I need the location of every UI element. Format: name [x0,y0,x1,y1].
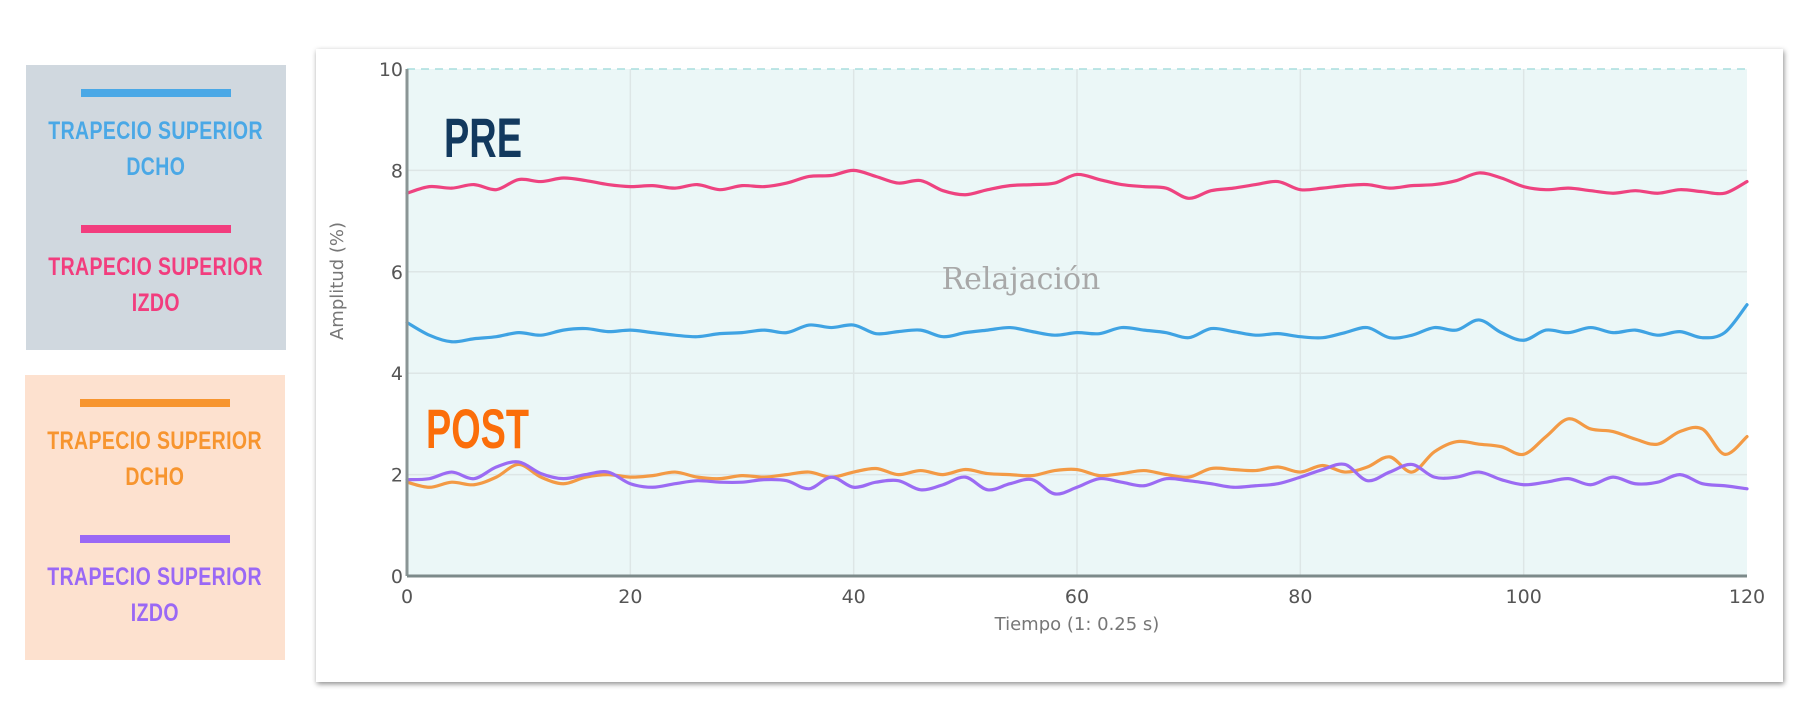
y-tick-label: 2 [391,465,403,487]
y-axis-title: Amplitud (%) [327,222,348,340]
phase-label-pre: PRE [444,106,522,169]
legend-entry-post-izdo: Trapecio superior Izdo [25,535,285,631]
chart-card: 0 2 4 6 8 10 0 20 40 60 80 100 120 Amplitud (%) Tie… [316,49,1783,682]
legend-swatch-post-dcho [80,399,230,407]
y-tick-label: 10 [379,59,403,81]
legend-label-post-izdo-line2: Izdo [130,599,180,627]
series-line-0 [405,303,1749,344]
legend-label-pre-dcho-line1: Trapecio superior [48,117,264,145]
y-tick-label: 0 [391,566,403,588]
legend-entry-post-dcho: Trapecio superior Dcho [25,399,285,495]
x-tick-label: 40 [842,586,866,608]
legend-swatch-pre-dcho [81,89,231,97]
legend-swatch-post-izdo [80,535,230,543]
y-tick-label: 6 [391,262,403,284]
series-line-2 [405,417,1749,489]
x-tick-labels: 0 20 40 60 80 100 120 [401,586,1765,608]
series-line-1 [405,168,1749,200]
grid-lines [407,68,1747,576]
legend-panel-pre: Trapecio superior Dcho Trapecio superior… [26,65,286,350]
legend-label-pre-izdo-line2: Izdo [131,289,181,317]
legend-label-post-dcho-line2: Dcho [125,463,185,491]
x-tick-label: 100 [1506,586,1542,608]
legend-entry-pre-izdo: Trapecio superior Izdo [26,225,286,321]
x-tick-label: 60 [1065,586,1089,608]
x-tick-label: 20 [618,586,642,608]
legend-label-pre-izdo-line1: Trapecio superior [48,253,264,281]
x-tick-label: 120 [1729,586,1765,608]
legend-label-pre-dcho-line2: Dcho [126,153,186,181]
line-chart: 0 2 4 6 8 10 0 20 40 60 80 100 120 Amplitud (%) Tie… [327,59,1765,635]
legend-panel-post: Trapecio superior Dcho Trapecio superior… [25,375,285,660]
y-tick-labels: 0 2 4 6 8 10 [379,59,403,588]
phase-label-post: POST [426,397,529,460]
x-tick-label: 0 [401,586,413,608]
legend-label-post-dcho-line1: Trapecio superior [47,427,263,455]
legend-swatch-pre-izdo [81,225,231,233]
legend-label-post-izdo-line1: Trapecio superior [47,563,263,591]
x-axis-title: Tiempo (1: 0.25 s) [994,614,1160,635]
y-tick-label: 4 [391,363,403,385]
data-series [405,168,1749,496]
watermark-relajacion: Relajación [942,262,1101,297]
x-tick-label: 80 [1288,586,1312,608]
legend-entry-pre-dcho: Trapecio superior Dcho [26,89,286,185]
y-tick-label: 8 [391,160,403,182]
series-line-3 [405,460,1749,496]
